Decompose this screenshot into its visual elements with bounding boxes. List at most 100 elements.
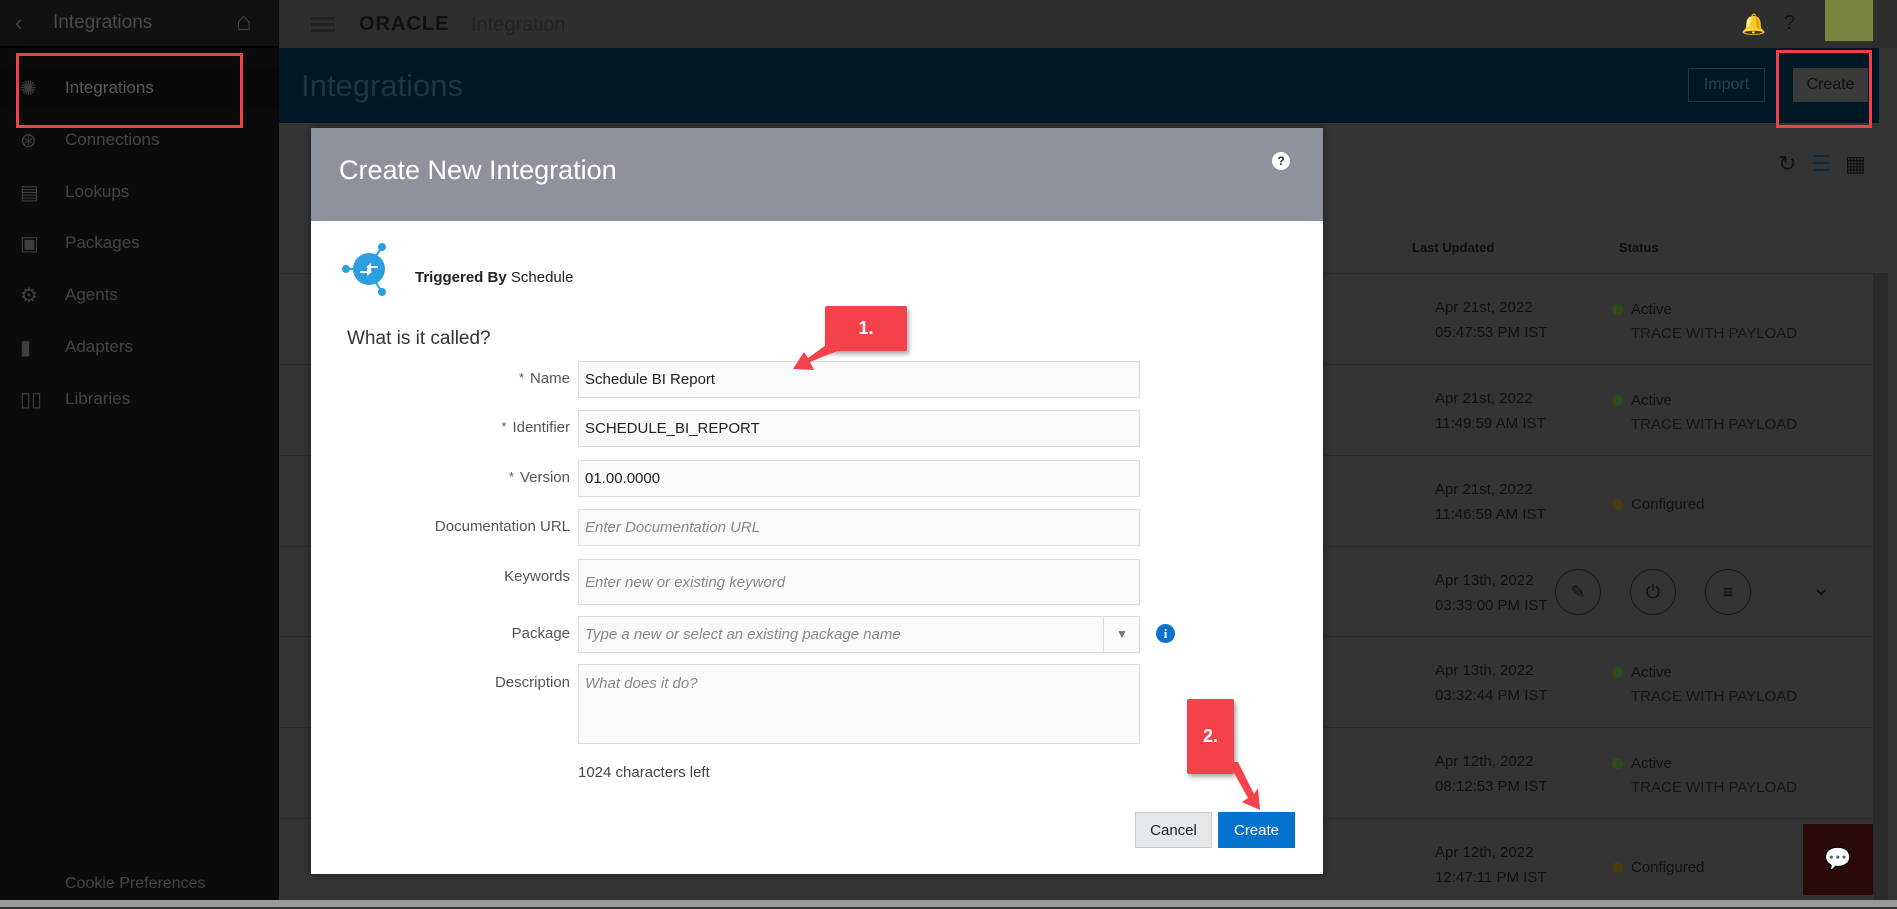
status-badge: Configured: [1631, 859, 1705, 876]
last-updated-time: 08:12:53 PM IST: [1435, 778, 1548, 795]
import-button[interactable]: Import: [1688, 68, 1765, 102]
oracle-logo: ORACLE: [359, 13, 450, 35]
sidebar-item-packages[interactable]: ▣ Packages: [0, 221, 279, 265]
last-updated-time: 03:32:44 PM IST: [1435, 687, 1548, 704]
create-integration-dialog: Create New Integration ? Triggered By Sc…: [311, 128, 1323, 874]
sidebar-item-label: Connections: [65, 130, 160, 149]
identifier-input[interactable]: [578, 410, 1140, 447]
avatar[interactable]: [1825, 0, 1873, 41]
list-icon: ≡: [1722, 582, 1734, 602]
library-icon: ▯▯: [20, 389, 43, 411]
status-badge: Configured: [1631, 496, 1705, 513]
sidebar-item-integrations[interactable]: ✺ Integrations: [0, 66, 279, 110]
top-bar: ORACLE Integration 🔔 ?: [279, 0, 1897, 48]
refresh-icon[interactable]: ↻: [1778, 151, 1797, 176]
last-updated-date: Apr 13th, 2022: [1435, 662, 1534, 679]
table-row[interactable]: Apr 12th, 2022 08:12:53 PM IST Active TRACE…: [280, 728, 1873, 818]
product-name: Integration: [471, 14, 566, 36]
dialog-title: Create New Integration: [339, 155, 617, 185]
chat-button[interactable]: 💬: [1803, 824, 1873, 895]
sidebar-item-label: Adapters: [65, 337, 134, 356]
help-icon[interactable]: ?: [1784, 12, 1796, 34]
status-dot: [1612, 862, 1623, 873]
hamburger-menu-icon[interactable]: [311, 17, 335, 20]
list-view-icon[interactable]: ☰: [1811, 151, 1831, 176]
create-button[interactable]: Create: [1793, 68, 1868, 102]
last-updated-time: 11:49:59 AM IST: [1435, 415, 1546, 432]
name-input[interactable]: [578, 361, 1140, 398]
table-row[interactable]: Apr 12th, 2022 12:47:11 PM IST Configured: [280, 819, 1873, 909]
version-label: * Version: [508, 469, 570, 486]
schedule-trigger-icon: [342, 243, 386, 296]
callout-1-arrow: [793, 335, 852, 370]
sidebar-item-libraries[interactable]: ▯▯ Libraries: [0, 377, 279, 421]
documentation-url-input[interactable]: [578, 509, 1140, 546]
sidebar-item-label: Lookups: [65, 182, 130, 201]
chevron-down-icon[interactable]: ▼: [1103, 616, 1140, 653]
status-dot: [1612, 499, 1623, 510]
triggered-by: Triggered By Schedule: [415, 269, 574, 286]
plug-icon: ▮: [20, 337, 32, 359]
status-badge: Active: [1631, 755, 1672, 772]
status-badge: Active: [1631, 392, 1672, 409]
sidebar-item-lookups[interactable]: ▤ Lookups: [0, 170, 279, 214]
back-icon[interactable]: ‹: [15, 10, 23, 35]
table-row[interactable]: Apr 21st, 2022 05:47:53 PM IST Active TRACE…: [280, 274, 1873, 364]
table-row[interactable]: Apr 21st, 2022 11:46:59 AM IST Configured: [280, 456, 1873, 546]
name-label: * Name: [518, 370, 570, 387]
keywords-input[interactable]: [578, 559, 1140, 605]
description-textarea[interactable]: [578, 664, 1140, 744]
column-header-status[interactable]: Status: [1619, 240, 1659, 255]
home-icon[interactable]: ⌂: [236, 6, 252, 36]
table-row[interactable]: Apr 21st, 2022 11:49:59 AM IST Active TRACE…: [280, 365, 1873, 455]
section-heading: What is it called?: [347, 328, 491, 349]
identifier-label: * Identifier: [501, 419, 570, 436]
dialog-header: Create New Integration ?: [311, 128, 1323, 221]
trace-level: TRACE WITH PAYLOAD: [1631, 688, 1798, 705]
description-label: Description: [494, 674, 570, 691]
sidebar-title: Integrations: [53, 12, 153, 33]
column-header-last-updated[interactable]: Last Updated: [1412, 240, 1495, 255]
chevron-down-icon[interactable]: ⌄: [1812, 575, 1831, 600]
documentation-url-label: Documentation URL: [434, 518, 570, 535]
pencil-icon: ✎: [1570, 582, 1586, 602]
last-updated-time: 12:47:11 PM IST: [1435, 869, 1547, 886]
last-updated-date: Apr 12th, 2022: [1435, 844, 1534, 861]
package-combobox[interactable]: [578, 616, 1140, 653]
cancel-button[interactable]: Cancel: [1135, 812, 1212, 848]
callout-2: 2.: [1187, 699, 1234, 774]
status-badge: Active: [1631, 301, 1672, 318]
sidebar-item-label: Agents: [65, 285, 118, 304]
edit-button[interactable]: ✎: [1555, 569, 1601, 615]
last-updated-time: 03:33:00 PM IST: [1435, 597, 1548, 614]
grid-view-icon[interactable]: ▦: [1845, 151, 1866, 176]
help-icon[interactable]: ?: [1272, 152, 1290, 170]
dialog-create-button[interactable]: Create: [1218, 812, 1295, 848]
status-badge: Active: [1631, 664, 1672, 681]
callout-2-arrow: [1228, 762, 1260, 810]
status-dot: [1612, 304, 1623, 315]
bell-icon[interactable]: 🔔: [1741, 14, 1766, 36]
activate-button[interactable]: ⏻: [1630, 569, 1676, 615]
status-dot: [1612, 395, 1623, 406]
cookie-preferences-link[interactable]: Cookie Preferences: [65, 875, 206, 892]
scrollbar[interactable]: [1873, 273, 1888, 901]
trace-level: TRACE WITH PAYLOAD: [1631, 416, 1798, 433]
table-row[interactable]: Apr 13th, 2022 03:32:44 PM IST Active TRACE…: [280, 637, 1873, 727]
menu-button[interactable]: ≡: [1705, 569, 1751, 615]
integration-icon: ✺: [20, 78, 37, 100]
sidebar-item-agents[interactable]: ⚙ Agents: [0, 273, 279, 317]
info-icon[interactable]: i: [1156, 624, 1175, 643]
package-label: Package: [511, 625, 570, 642]
table-row[interactable]: Apr 13th, 2022 03:33:00 PM IST ✎ ⏻ ≡ ⌄: [280, 547, 1873, 637]
sidebar-item-label: Integrations: [65, 78, 154, 97]
sidebar-item-adapters[interactable]: ▮ Adapters: [0, 325, 279, 369]
sidebar: ‹ Integrations ⌂ ✺ Integrations ⊛ Connecti…: [0, 0, 279, 907]
package-icon: ▣: [20, 233, 39, 255]
highlight-box: [16, 53, 243, 128]
last-updated-time: 11:46:59 AM IST: [1435, 506, 1546, 523]
last-updated-date: Apr 12th, 2022: [1435, 753, 1534, 770]
page-header: Integrations Import Create: [279, 48, 1879, 123]
version-input[interactable]: [578, 460, 1140, 497]
sidebar-item-connections[interactable]: ⊛ Connections: [0, 118, 279, 162]
